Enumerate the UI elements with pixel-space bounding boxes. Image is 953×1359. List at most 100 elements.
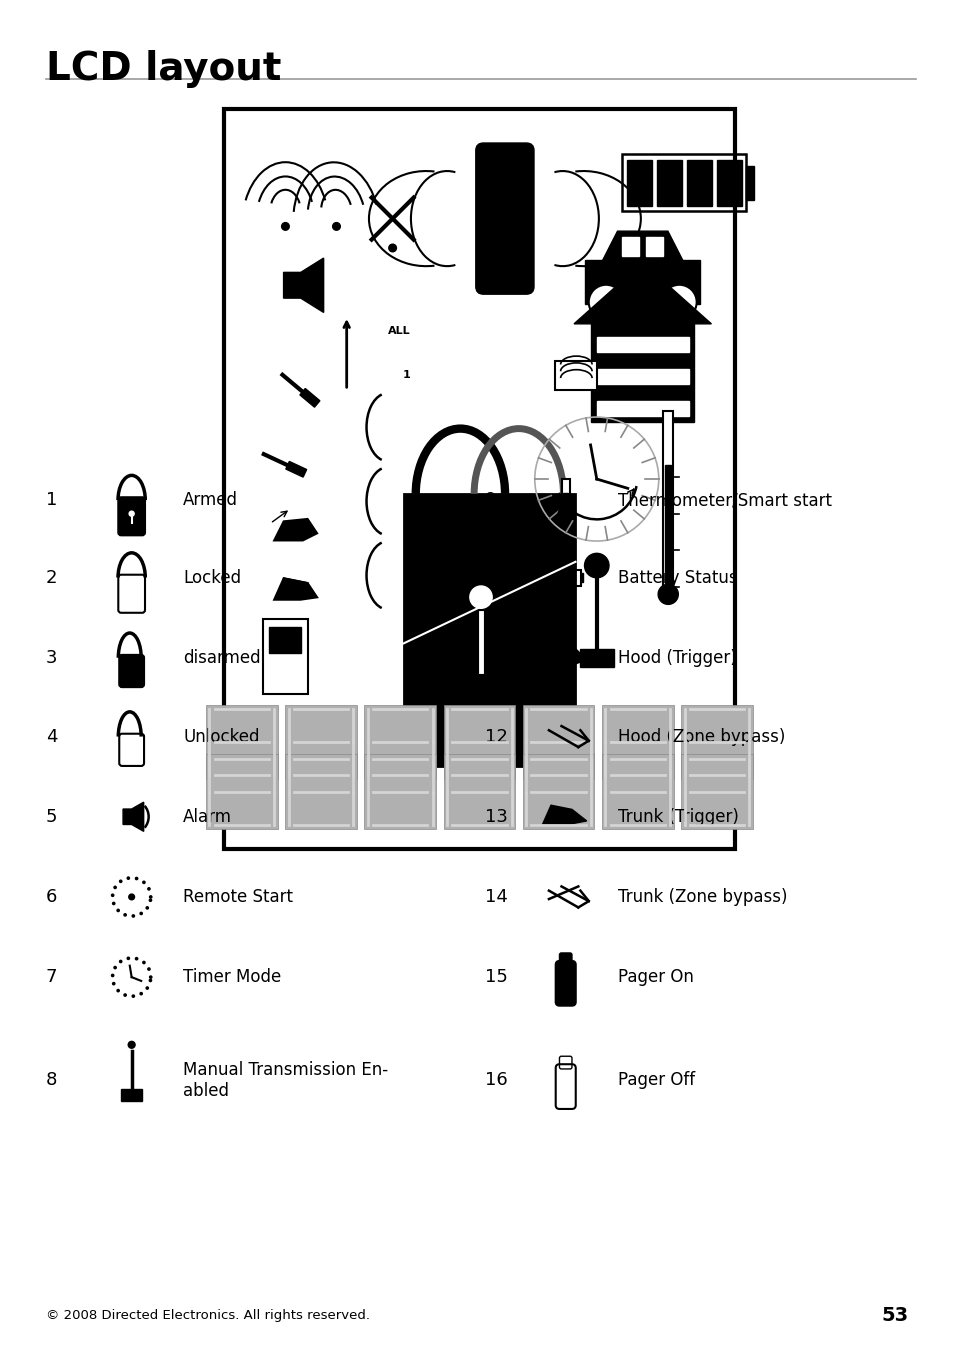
Circle shape	[124, 993, 126, 996]
Text: 8: 8	[46, 1071, 57, 1090]
Polygon shape	[299, 389, 319, 408]
Bar	[285, 754, 356, 829]
Circle shape	[112, 974, 113, 977]
Bar	[626, 159, 652, 205]
Text: 7: 7	[46, 968, 57, 987]
Text: 6: 6	[46, 887, 57, 906]
Bar	[550, 569, 580, 586]
Bar	[285, 704, 356, 779]
Circle shape	[148, 887, 150, 890]
Bar	[597, 401, 688, 416]
Circle shape	[119, 881, 122, 882]
Polygon shape	[602, 231, 682, 261]
Circle shape	[140, 912, 142, 915]
Text: disarmed: disarmed	[183, 648, 260, 667]
Circle shape	[588, 285, 622, 319]
Text: 13: 13	[484, 807, 507, 826]
Bar	[269, 626, 301, 654]
Text: Hood (Zone bypass): Hood (Zone bypass)	[618, 727, 784, 746]
Bar	[657, 159, 681, 205]
Bar	[601, 754, 673, 829]
Circle shape	[129, 511, 134, 516]
Text: Pager On: Pager On	[618, 968, 694, 987]
Text: 1: 1	[402, 371, 410, 381]
Bar	[680, 754, 752, 829]
Circle shape	[146, 987, 149, 989]
Bar	[645, 236, 662, 257]
Text: 15: 15	[484, 968, 507, 987]
Text: © 2008 Directed Electronics. All rights reserved.: © 2008 Directed Electronics. All rights …	[46, 1309, 370, 1322]
FancyBboxPatch shape	[224, 109, 734, 849]
Text: LCD layout: LCD layout	[46, 50, 281, 88]
FancyBboxPatch shape	[555, 961, 575, 1006]
Circle shape	[661, 285, 696, 319]
Circle shape	[117, 989, 119, 992]
FancyBboxPatch shape	[119, 655, 144, 688]
Bar	[716, 159, 740, 205]
Bar	[597, 337, 688, 352]
Circle shape	[128, 1041, 135, 1048]
Circle shape	[135, 878, 137, 879]
Circle shape	[113, 886, 116, 889]
Polygon shape	[123, 802, 144, 832]
Text: Unlocked: Unlocked	[183, 727, 259, 746]
Bar	[522, 704, 594, 779]
Bar	[662, 410, 673, 594]
Polygon shape	[542, 647, 586, 665]
Circle shape	[558, 507, 573, 522]
Circle shape	[143, 961, 145, 964]
Text: Locked: Locked	[183, 568, 241, 587]
Circle shape	[132, 995, 134, 998]
Bar	[206, 754, 277, 829]
Polygon shape	[274, 578, 316, 599]
Text: Timer Mode: Timer Mode	[183, 968, 281, 987]
Circle shape	[143, 881, 145, 883]
Circle shape	[333, 223, 340, 230]
Polygon shape	[286, 462, 306, 477]
Bar	[686, 159, 711, 205]
Circle shape	[113, 966, 116, 969]
Text: Hood (Trigger): Hood (Trigger)	[618, 648, 736, 667]
Text: 12: 12	[484, 727, 507, 746]
Circle shape	[389, 245, 396, 251]
Text: Remote Start: Remote Start	[183, 887, 293, 906]
Text: 5: 5	[46, 807, 57, 826]
Circle shape	[129, 894, 134, 900]
Bar	[580, 573, 582, 582]
Polygon shape	[274, 519, 316, 541]
Text: 14: 14	[484, 887, 507, 906]
Bar	[206, 704, 277, 779]
Circle shape	[584, 553, 608, 578]
Circle shape	[117, 909, 119, 912]
Circle shape	[124, 913, 126, 916]
Bar	[262, 620, 308, 694]
Text: 11: 11	[484, 648, 507, 667]
Circle shape	[149, 980, 152, 981]
Text: Trunk (Trigger): Trunk (Trigger)	[618, 807, 739, 826]
Bar	[121, 1089, 142, 1101]
Circle shape	[146, 906, 149, 909]
Circle shape	[127, 957, 130, 959]
FancyBboxPatch shape	[118, 497, 145, 535]
Circle shape	[140, 992, 142, 995]
Circle shape	[148, 968, 150, 970]
Circle shape	[127, 877, 130, 879]
Bar	[443, 754, 515, 829]
Text: 16: 16	[484, 1071, 507, 1090]
Circle shape	[658, 584, 678, 605]
Polygon shape	[574, 262, 711, 323]
Bar	[597, 370, 688, 383]
Text: 2: 2	[46, 568, 57, 587]
Text: ALL: ALL	[387, 326, 410, 336]
Text: 9: 9	[484, 491, 496, 510]
FancyBboxPatch shape	[476, 143, 534, 294]
Bar	[579, 650, 614, 667]
Circle shape	[132, 915, 134, 917]
Text: Pager Off: Pager Off	[618, 1071, 695, 1090]
Circle shape	[135, 958, 137, 959]
Text: Battery Status: Battery Status	[618, 568, 737, 587]
Bar	[555, 360, 597, 390]
Text: Armed: Armed	[183, 491, 238, 510]
Text: Alarm: Alarm	[183, 807, 232, 826]
Bar	[745, 166, 753, 200]
